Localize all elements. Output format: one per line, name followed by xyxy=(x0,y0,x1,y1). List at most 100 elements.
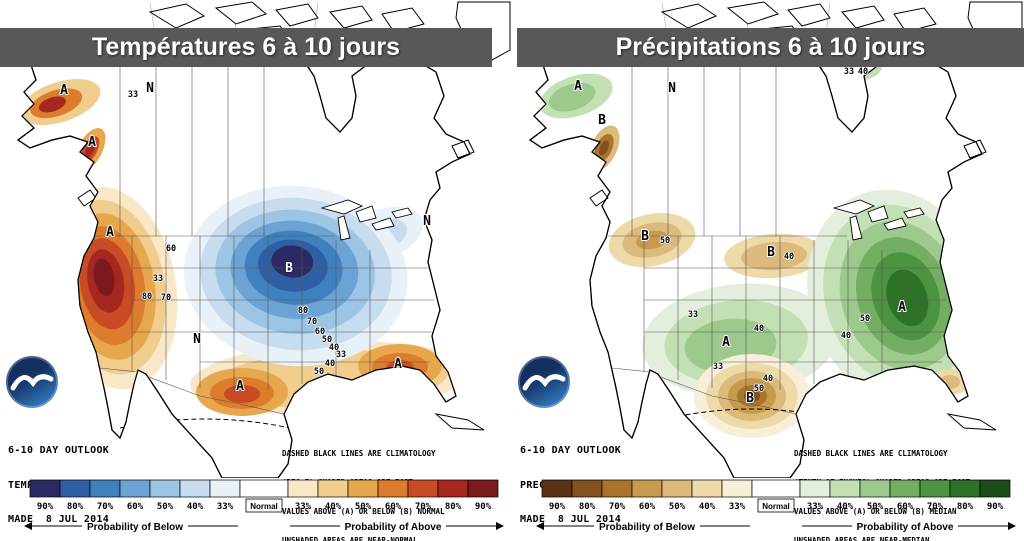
tick-label: 80% xyxy=(445,502,462,512)
florida-below-blob xyxy=(930,369,970,395)
contour-value: 40 xyxy=(754,324,764,334)
tick-label: 60% xyxy=(639,502,656,512)
map-annotations: N A B 33 40 B 50 B 40 A 40 33 A 40 50 B … xyxy=(573,66,907,407)
contour-value: 33 xyxy=(128,90,138,100)
legend-cell xyxy=(721,479,753,498)
map-label-bc-b: B xyxy=(598,113,606,128)
probability-legend: 90% 80% 70% 60% 50% 40% 33% Normal 33% 4… xyxy=(536,479,1016,533)
ring xyxy=(224,385,260,403)
color-bar xyxy=(541,479,1011,498)
tick-label: 50% xyxy=(669,502,686,512)
tick-label: 70% xyxy=(609,502,626,512)
contour-value: 40 xyxy=(763,374,773,384)
legend-cell xyxy=(347,479,379,498)
left-arrow-icon xyxy=(536,522,544,530)
precipitation-shading xyxy=(539,51,982,438)
outlook-line: MADE 8 JUL 2014 xyxy=(520,514,622,525)
probability-direction-labels: Probability of Below Probability of Abov… xyxy=(24,522,504,533)
contour-value: 33 xyxy=(688,310,698,320)
legend-cell xyxy=(691,479,723,498)
map-label-east-a: A xyxy=(898,300,906,315)
contour-value: 40 xyxy=(858,67,868,77)
contour-value: 50 xyxy=(314,367,324,377)
probability-direction-labels: Probability of Below Probability of Abov… xyxy=(536,522,1016,533)
map-label-texas-b: B xyxy=(746,391,754,406)
ring xyxy=(741,241,807,271)
legend-cell xyxy=(661,479,693,498)
contour-value: 33 xyxy=(336,350,346,360)
contour-value: 40 xyxy=(841,331,851,341)
legend-cell xyxy=(571,479,603,498)
map-label-central-n: N xyxy=(193,332,201,347)
legend-cell xyxy=(799,479,831,498)
right-arrow-icon xyxy=(496,522,504,530)
legend-cell xyxy=(29,479,61,498)
map-label-central-a: A xyxy=(722,335,730,350)
panel-title-banner: Températures 6 à 10 jours xyxy=(0,28,492,67)
legend-cell xyxy=(859,479,891,498)
normal-label: Normal xyxy=(762,502,790,511)
map-label-midwest-b: B xyxy=(285,261,293,276)
noaa-logo xyxy=(518,356,570,408)
tick-label: 80% xyxy=(67,502,84,512)
contour-value: 33 xyxy=(153,274,163,284)
panel-title-banner: Précipitations 6 à 10 jours xyxy=(517,28,1024,67)
right-arrow-icon xyxy=(1008,522,1016,530)
map-annotations: N A A A B A A N N 33 60 33 80 70 80 70 6… xyxy=(59,80,432,395)
alaska-above-blob xyxy=(19,78,101,126)
tick-label: 60% xyxy=(897,502,914,512)
seagull-icon xyxy=(522,374,566,391)
tick-label: 70% xyxy=(415,502,432,512)
legend-cell xyxy=(179,479,211,498)
legend-cell xyxy=(919,479,951,498)
tick-label: 33% xyxy=(217,502,234,512)
legend-cell xyxy=(59,479,91,498)
ring xyxy=(93,258,115,297)
contour-value: 70 xyxy=(161,293,171,303)
tick-label: 40% xyxy=(837,502,854,512)
legend-cell xyxy=(149,479,181,498)
note-line: DASHED BLACK LINES ARE CLIMATOLOGY xyxy=(794,449,948,459)
dashed-line xyxy=(851,409,968,425)
ring xyxy=(38,96,66,113)
tick-label: 33% xyxy=(807,502,824,512)
legend-cell xyxy=(119,479,151,498)
contour-value: 50 xyxy=(660,236,670,246)
dashed-line xyxy=(297,415,443,431)
note-line: DASHED BLACK LINES ARE CLIMATOLOGY xyxy=(282,449,436,459)
precipitation-map: N A B 33 40 B 50 B 40 A 40 33 A 40 50 B … xyxy=(529,1,1023,478)
note-line: VALUES ABOVE (A) OR BELOW (B) MEDIAN xyxy=(794,506,957,516)
contour-value: 60 xyxy=(166,244,176,254)
color-bar xyxy=(29,479,499,498)
tick-label: 50% xyxy=(867,502,884,512)
legend-cell xyxy=(631,479,663,498)
legend-cell xyxy=(889,479,921,498)
contour-value: 50 xyxy=(860,314,870,324)
map-label-plains-b: B xyxy=(767,245,775,260)
legend-cell xyxy=(829,479,861,498)
legend-cell xyxy=(377,479,409,498)
tick-label: 33% xyxy=(295,502,312,512)
tick-label: 70% xyxy=(927,502,944,512)
probability-legend: 90% 80% 70% 60% 50% 40% 33% Normal 33% 4… xyxy=(24,479,504,533)
normal-label: Normal xyxy=(250,502,278,511)
normal-label-box xyxy=(245,498,283,513)
temperature-map: N A A A B A A N N 33 60 33 80 70 80 70 6… xyxy=(17,1,511,478)
east-above-blob xyxy=(807,189,982,403)
map-label-top-n: N xyxy=(146,81,154,96)
below-direction-label: Probability of Below xyxy=(87,522,183,533)
contour-value: 60 xyxy=(315,327,325,337)
outlook-line: MADE 8 JUL 2014 xyxy=(8,514,110,525)
map-label-panhandle-a: A xyxy=(88,135,96,150)
legend-cell-normal xyxy=(239,479,289,498)
tick-label: 60% xyxy=(385,502,402,512)
legend-cell xyxy=(317,479,349,498)
seagull-icon xyxy=(10,374,54,391)
note-line: UNSHADED AREAS ARE NEAR-MEDIAN xyxy=(794,535,930,541)
tick-label: 33% xyxy=(729,502,746,512)
contour-value: 40 xyxy=(329,343,339,353)
map-label-alaska-a: A xyxy=(60,83,68,98)
map-label-nw-b: B xyxy=(641,229,649,244)
outlook-line: 6-10 DAY OUTLOOK xyxy=(520,445,622,456)
normal-label-box xyxy=(757,498,795,513)
